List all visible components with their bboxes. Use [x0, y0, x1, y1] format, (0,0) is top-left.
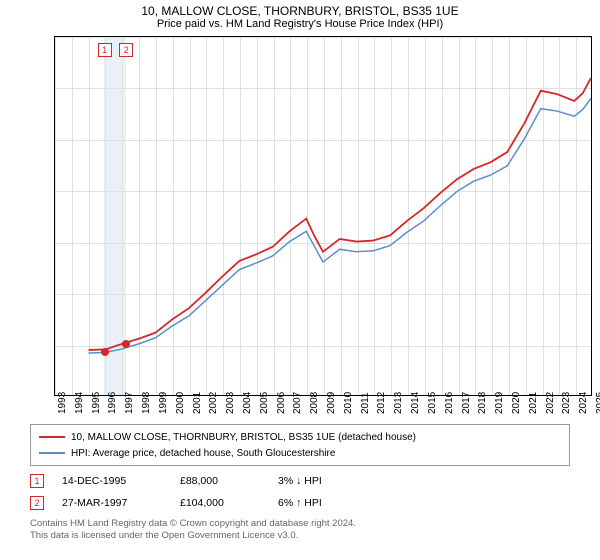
- marker-dot: [101, 348, 109, 356]
- x-axis-label: 2016: [444, 392, 455, 414]
- data-point-index: 2: [30, 496, 44, 510]
- x-axis-label: 2010: [343, 392, 354, 414]
- x-axis-label: 2011: [360, 392, 371, 414]
- series-svg: [55, 37, 591, 395]
- x-axis-label: 1998: [141, 392, 152, 414]
- chart-subtitle: Price paid vs. HM Land Registry's House …: [0, 18, 600, 36]
- x-axis-label: 2018: [477, 392, 488, 414]
- legend-item: HPI: Average price, detached house, Sout…: [39, 445, 561, 461]
- x-axis-label: 2002: [208, 392, 219, 414]
- data-point-row: 1 14-DEC-1995 £88,000 3% ↓ HPI: [30, 470, 570, 492]
- chart-title: 10, MALLOW CLOSE, THORNBURY, BRISTOL, BS…: [0, 0, 600, 18]
- marker-label: 1: [98, 43, 112, 57]
- x-axis-label: 2024: [578, 392, 589, 414]
- marker-dot: [122, 340, 130, 348]
- data-point-date: 27-MAR-1997: [62, 497, 162, 509]
- x-axis-label: 2020: [511, 392, 522, 414]
- x-axis-label: 1994: [74, 392, 85, 414]
- data-point-price: £88,000: [180, 475, 260, 487]
- legend-swatch: [39, 436, 65, 438]
- series-line: [88, 78, 591, 350]
- footer-line-1: Contains HM Land Registry data © Crown c…: [30, 518, 570, 530]
- x-axis-label: 1993: [57, 392, 68, 414]
- x-axis-label: 1996: [107, 392, 118, 414]
- x-axis-labels: 1993199419951996199719981999200020012002…: [54, 396, 592, 416]
- legend-label: HPI: Average price, detached house, Sout…: [71, 448, 335, 459]
- x-axis-label: 2017: [461, 392, 472, 414]
- chart-footer: Contains HM Land Registry data © Crown c…: [30, 518, 570, 543]
- plot-region: £0£100K£200K£300K£400K£500K£600K£700K12: [54, 36, 592, 396]
- x-axis-label: 2009: [326, 392, 337, 414]
- x-axis-label: 2012: [376, 392, 387, 414]
- marker-label: 2: [119, 43, 133, 57]
- x-axis-label: 1999: [158, 392, 169, 414]
- data-point-price: £104,000: [180, 497, 260, 509]
- data-point-index: 1: [30, 474, 44, 488]
- x-axis-label: 2006: [276, 392, 287, 414]
- x-axis-label: 2003: [225, 392, 236, 414]
- x-axis-label: 2019: [494, 392, 505, 414]
- x-axis-label: 2000: [175, 392, 186, 414]
- footer-line-2: This data is licensed under the Open Gov…: [30, 530, 570, 542]
- x-axis-label: 2001: [192, 392, 203, 414]
- chart-area: £0£100K£200K£300K£400K£500K£600K£700K12 …: [54, 36, 592, 416]
- data-point-change: 3% ↓ HPI: [278, 475, 358, 487]
- x-axis-label: 2022: [545, 392, 556, 414]
- x-axis-label: 2008: [309, 392, 320, 414]
- data-points-table: 1 14-DEC-1995 £88,000 3% ↓ HPI 2 27-MAR-1997 £…: [30, 470, 570, 514]
- legend: 10, MALLOW CLOSE, THORNBURY, BRISTOL, BS…: [30, 424, 570, 466]
- x-axis-label: 2005: [259, 392, 270, 414]
- legend-item: 10, MALLOW CLOSE, THORNBURY, BRISTOL, BS…: [39, 429, 561, 445]
- x-axis-label: 1995: [91, 392, 102, 414]
- data-point-date: 14-DEC-1995: [62, 475, 162, 487]
- data-point-row: 2 27-MAR-1997 £104,000 6% ↑ HPI: [30, 492, 570, 514]
- x-axis-label: 2013: [393, 392, 404, 414]
- legend-label: 10, MALLOW CLOSE, THORNBURY, BRISTOL, BS…: [71, 432, 416, 443]
- x-axis-label: 2023: [561, 392, 572, 414]
- legend-swatch: [39, 452, 65, 454]
- x-axis-label: 2007: [292, 392, 303, 414]
- data-point-change: 6% ↑ HPI: [278, 497, 358, 509]
- x-axis-label: 2004: [242, 392, 253, 414]
- x-axis-label: 1997: [124, 392, 135, 414]
- x-axis-label: 2021: [528, 392, 539, 414]
- x-axis-label: 2015: [427, 392, 438, 414]
- x-axis-label: 2014: [410, 392, 421, 414]
- x-axis-label: 2025: [595, 392, 600, 414]
